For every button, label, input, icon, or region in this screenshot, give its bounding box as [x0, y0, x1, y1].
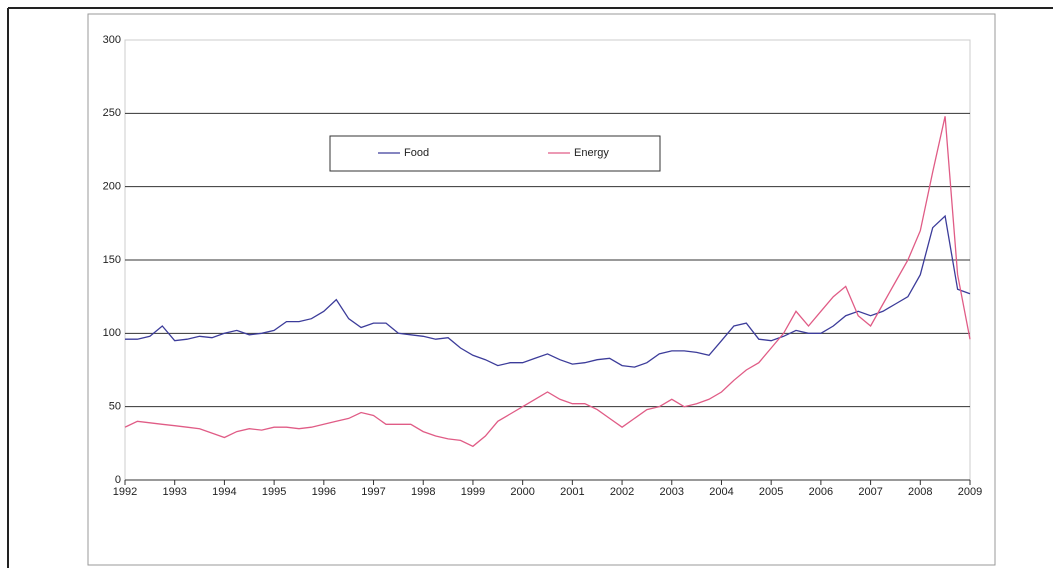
x-tick-label: 1998 [411, 486, 435, 498]
y-tick-label: 150 [103, 254, 121, 266]
x-tick-label: 2000 [510, 486, 534, 498]
chart-area [87, 13, 996, 566]
y-tick-label: 200 [103, 181, 121, 193]
legend-label: Food [404, 147, 429, 159]
x-tick-label: 2001 [560, 486, 584, 498]
x-tick-label: 1995 [262, 486, 286, 498]
y-tick-label: 0 [115, 474, 121, 486]
x-tick-label: 2006 [809, 486, 833, 498]
x-tick-label: 1993 [162, 486, 186, 498]
x-tick-label: 1999 [461, 486, 485, 498]
x-tick-label: 1994 [212, 486, 236, 498]
x-tick-label: 2009 [958, 486, 982, 498]
x-tick-label: 2002 [610, 486, 634, 498]
y-tick-label: 50 [109, 401, 121, 413]
x-tick-label: 2005 [759, 486, 783, 498]
x-tick-label: 2007 [858, 486, 882, 498]
series-line [124, 116, 971, 448]
y-tick-label: 100 [103, 327, 121, 339]
series-line [125, 214, 971, 368]
x-tick-label: 1992 [113, 486, 137, 498]
x-tick-label: 2004 [709, 486, 733, 498]
y-tick-label: 300 [103, 34, 121, 46]
x-tick-label: 1996 [312, 486, 336, 498]
y-tick-label: 250 [103, 107, 121, 119]
x-tick-label: 2003 [660, 486, 684, 498]
x-tick-label: 2008 [908, 486, 932, 498]
x-tick-label: 1997 [361, 486, 385, 498]
legend-label: Energy [574, 147, 609, 159]
